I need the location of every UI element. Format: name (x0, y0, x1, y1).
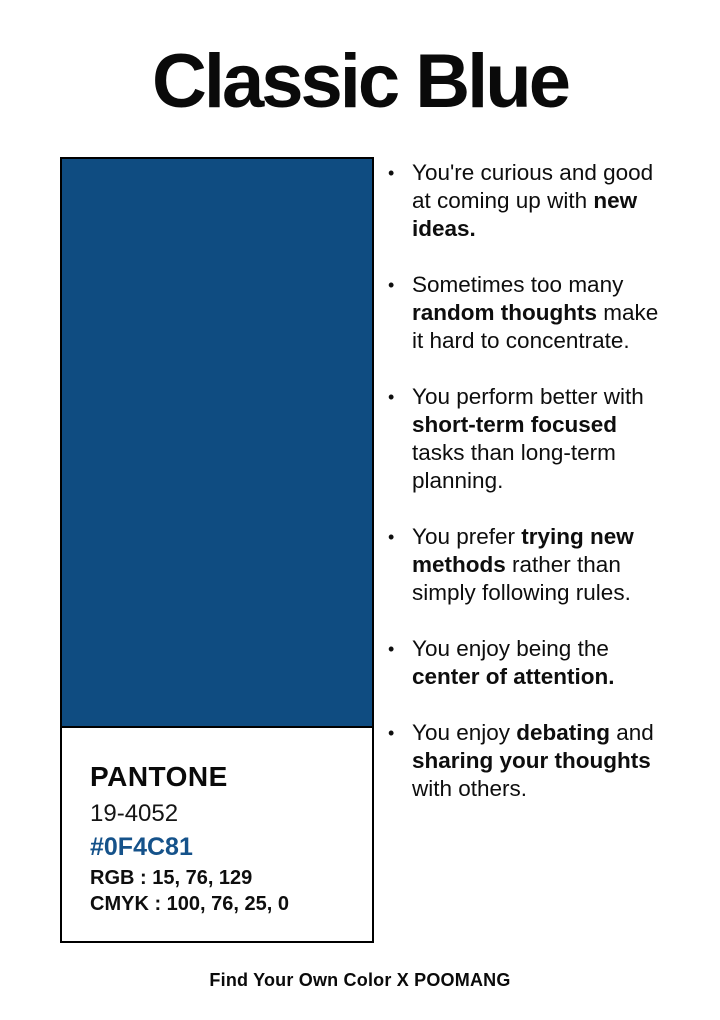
bullet-marker: • (388, 275, 395, 295)
pantone-brand-label: PANTONE (90, 761, 228, 792)
trait-text: Sometimes too many (412, 272, 624, 297)
trait-text: with others. (412, 776, 528, 801)
trait-item: • You prefer trying new methods rather th… (384, 523, 662, 607)
bullet-marker: • (388, 387, 395, 407)
trait-text-bold: debating (516, 720, 611, 745)
rgb-value: RGB : 15, 76, 129 (90, 867, 253, 889)
trait-text: tasks than long-term planning. (412, 440, 616, 493)
trait-text: and (610, 720, 654, 745)
trait-text: make it hard to concentrate. (412, 300, 659, 353)
trait-item: • Sometimes too many random thoughts make… (384, 271, 662, 355)
pantone-code: 19-4052 (90, 800, 179, 827)
color-swatch (62, 159, 372, 728)
trait-text-bold: new ideas. (412, 188, 638, 241)
bullet-marker: • (388, 163, 395, 183)
trait-text: You enjoy being the (412, 636, 609, 661)
trait-text: You perform better with (412, 384, 644, 409)
trait-text-bold: random thoughts (412, 300, 597, 325)
trait-text-bold: short-term focused (412, 412, 618, 437)
trait-item: • You enjoy being the center of attention… (384, 635, 662, 691)
footer-text: Find Your Own Color X POOMANG (209, 970, 511, 990)
cmyk-value: CMYK : 100, 76, 25, 0 (90, 893, 289, 915)
trait-text: You prefer (412, 524, 522, 549)
trait-item: • You enjoy debating and sharing your tho… (384, 719, 662, 803)
trait-text: rather than simply following rules. (412, 552, 631, 605)
trait-text-bold: sharing your thoughts (412, 748, 651, 773)
trait-item: • You perform better with short-term focu… (384, 383, 662, 495)
traits-list: • You're curious and good at coming up wi… (384, 159, 662, 831)
trait-text: You enjoy (412, 720, 517, 745)
trait-text-bold: center of attention. (412, 664, 615, 689)
bullet-marker: • (388, 527, 395, 547)
color-card-info: PANTONE 19-4052 #0F4C81 RGB : 15, 76, 12… (62, 728, 372, 917)
trait-text: You're curious and good at coming up wit… (412, 160, 654, 213)
page-title: Classic Blue (152, 39, 571, 124)
bullet-marker: • (388, 723, 395, 743)
hex-value: #0F4C81 (90, 833, 193, 861)
bullet-marker: • (388, 639, 395, 659)
trait-item: • You're curious and good at coming up wi… (384, 159, 662, 243)
pantone-card: PANTONE 19-4052 #0F4C81 RGB : 15, 76, 12… (60, 157, 374, 943)
trait-text-bold: trying new methods (412, 524, 634, 577)
